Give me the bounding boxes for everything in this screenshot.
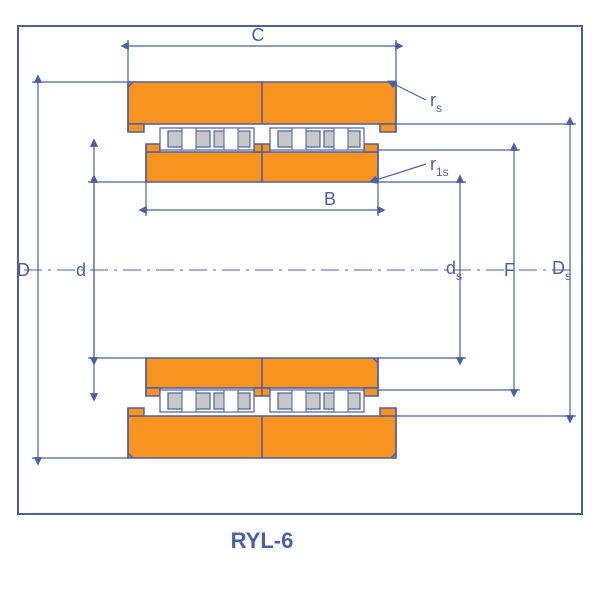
label-d: d: [76, 260, 86, 280]
svg-text:Ds: Ds: [552, 258, 571, 283]
svg-text:r1s: r1s: [430, 154, 449, 179]
label-D: D: [17, 260, 30, 280]
diagram-title: RYL-6: [231, 528, 294, 553]
label-B: B: [324, 189, 336, 209]
bearing-diagram: C B D d rs r1s ds: [0, 0, 600, 600]
label-ds: d: [446, 258, 456, 278]
label-C: C: [252, 25, 265, 45]
dim-B: B: [146, 182, 378, 216]
label-F: F: [504, 260, 515, 280]
dim-C: C: [128, 25, 396, 82]
svg-text:rs: rs: [430, 90, 442, 115]
label-Ds: D: [552, 258, 565, 278]
dim-r1s: r1s: [376, 154, 449, 180]
dim-rs: rs: [394, 84, 442, 115]
